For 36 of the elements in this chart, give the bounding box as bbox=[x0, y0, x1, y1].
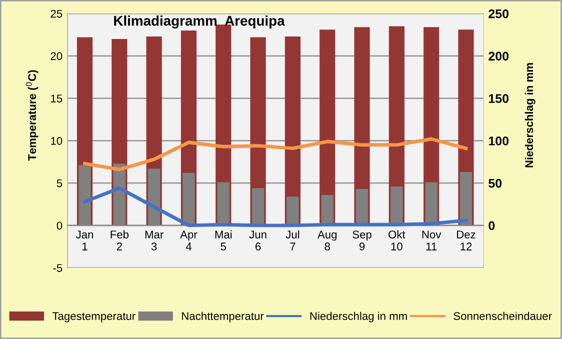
x-tick-label: Mar 3 bbox=[145, 230, 164, 250]
line-series bbox=[83, 186, 468, 228]
y-tick-label: 0 bbox=[56, 222, 62, 230]
chart-title: Klimadiagramm Arequipa bbox=[114, 16, 285, 29]
y-tick-label: 25 bbox=[50, 10, 62, 18]
legend-label: Nachttemperatur bbox=[182, 312, 264, 322]
x-tick-label: Mai 5 bbox=[215, 230, 232, 250]
y-tick-label: 15 bbox=[51, 94, 62, 102]
x-tick-label: Nov 11 bbox=[422, 230, 442, 250]
y-tick-label: -5 bbox=[53, 264, 62, 272]
y2-tick-label: 50 bbox=[488, 178, 502, 188]
y-tick-label: 20 bbox=[50, 52, 62, 60]
x-tick-label: Dez 12 bbox=[457, 230, 476, 250]
x-tick-label: Feb 2 bbox=[110, 230, 129, 250]
legend-label: Sonnenscheindauer bbox=[454, 312, 552, 320]
y-axis-title: Temperature ($^{0}$C) bbox=[26, 70, 38, 161]
bar bbox=[286, 196, 299, 226]
y2-tick-label: 250 bbox=[488, 9, 509, 18]
x-tick-label: Aug 8 bbox=[318, 230, 337, 250]
bar bbox=[252, 188, 264, 226]
y-tick-label: 10 bbox=[51, 136, 62, 145]
y2-tick-label: 100 bbox=[488, 136, 509, 146]
y2-axis-title: Niederschlag in mm bbox=[524, 63, 536, 168]
y2-tick-label: 0 bbox=[488, 221, 495, 230]
x-tick-label: Okt 10 bbox=[388, 230, 406, 250]
x-tick-label: Jun 6 bbox=[249, 230, 266, 250]
x-tick-label: Sep 9 bbox=[352, 230, 372, 250]
x-tick-label: Apr 4 bbox=[180, 230, 198, 250]
y-tick-label: 5 bbox=[56, 179, 62, 188]
legend-label: Niederschlag in mm bbox=[310, 312, 407, 322]
x-tick-label: Jan 1 bbox=[76, 230, 94, 250]
line-series bbox=[83, 137, 468, 172]
legend-label: Tagestemperatur bbox=[52, 312, 136, 322]
y2-tick-label: 150 bbox=[488, 94, 509, 103]
x-tick-label: Jul 7 bbox=[286, 230, 300, 250]
y2-tick-label: 200 bbox=[488, 52, 509, 61]
